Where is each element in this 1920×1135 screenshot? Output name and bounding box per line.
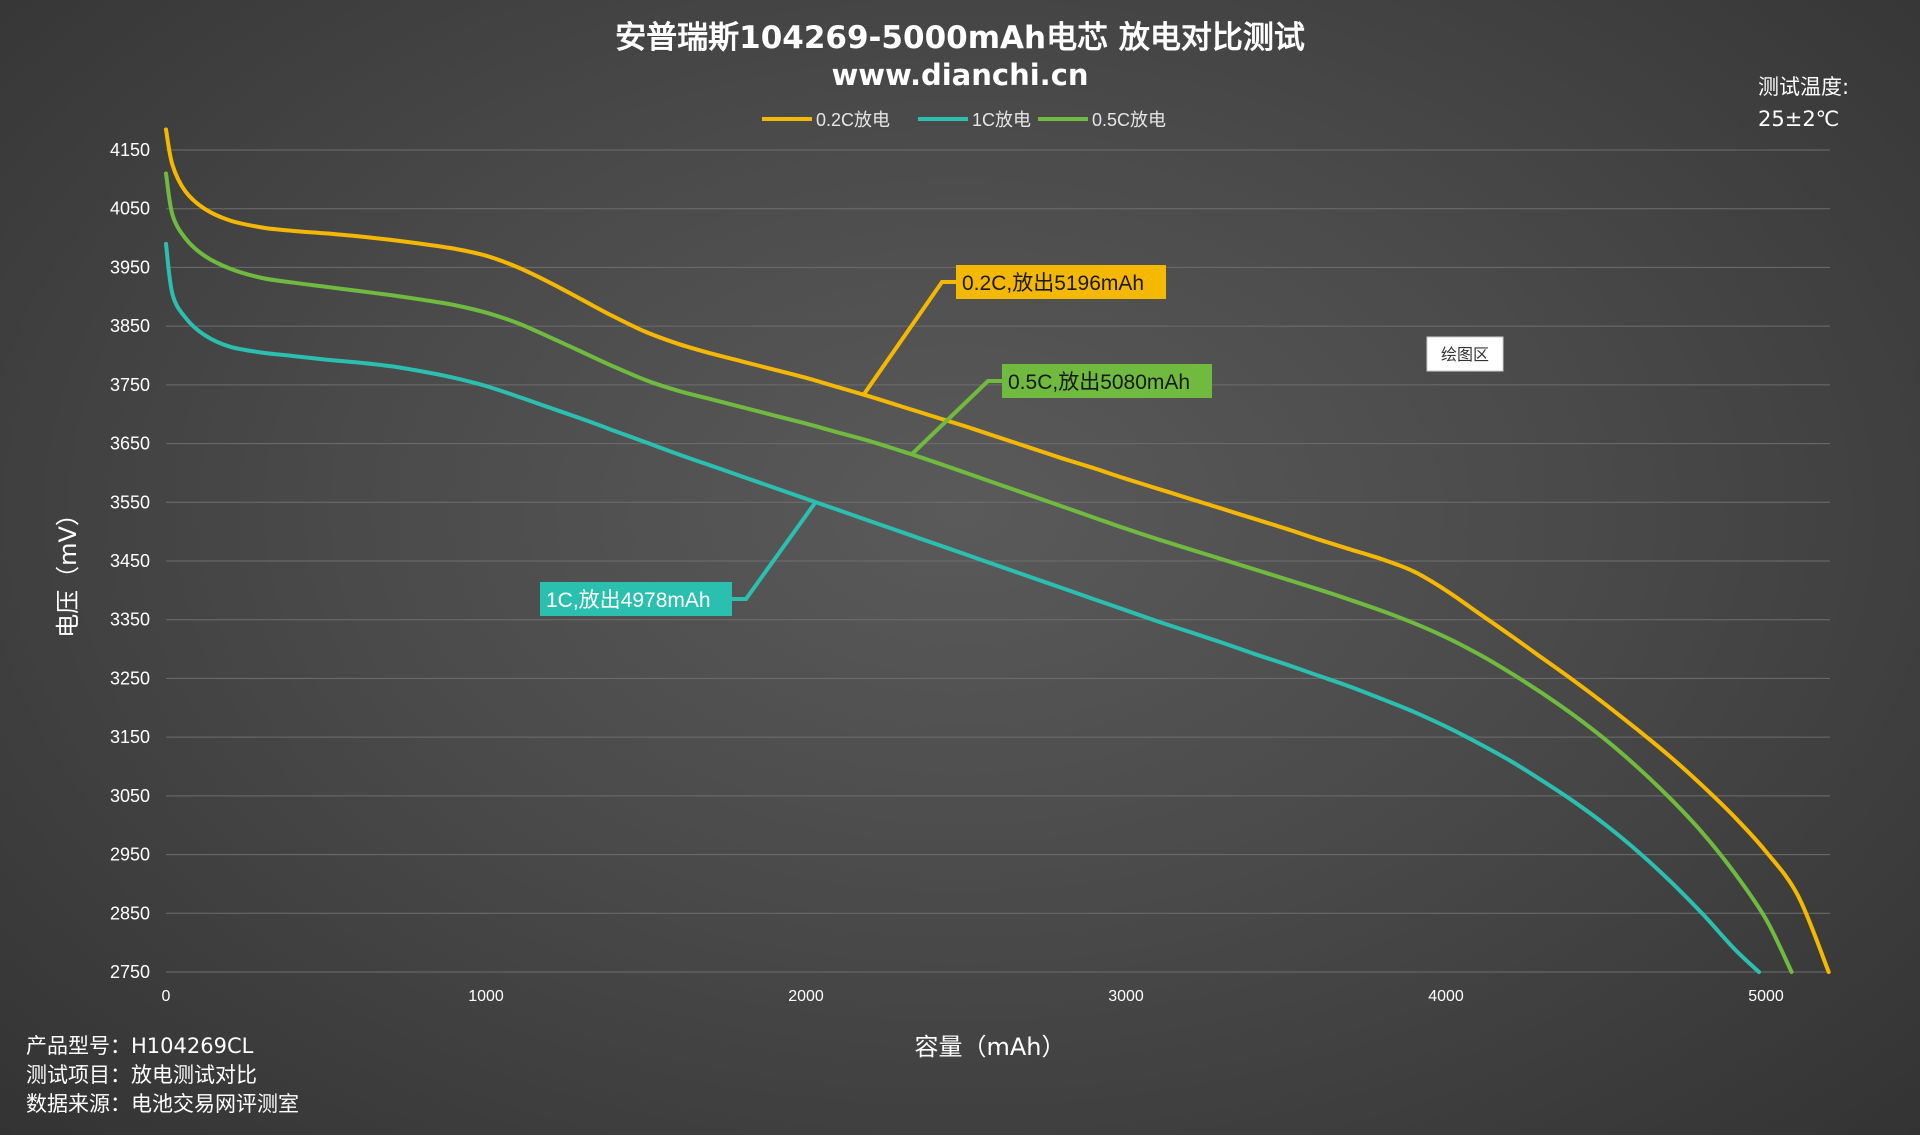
y-tick-3750: 3750 bbox=[110, 375, 150, 395]
y-tick-3450: 3450 bbox=[110, 551, 150, 571]
callout-leader-0 bbox=[861, 280, 956, 396]
y-tick-3850: 3850 bbox=[110, 316, 150, 336]
x-axis-ticks: 0 1000 2000 3000 4000 5000 bbox=[162, 988, 1784, 1005]
series-lines bbox=[164, 127, 1831, 974]
plot-area-tag-text: 绘图区 bbox=[1441, 345, 1489, 364]
callout-1: 0.5C,放出5080mAh bbox=[910, 364, 1212, 456]
y-tick-2850: 2850 bbox=[110, 903, 150, 923]
plot-area-tag-box bbox=[1426, 336, 1504, 372]
info-product: 产品型号：H104269CL bbox=[26, 1034, 254, 1058]
callouts: 0.2C,放出5196mAh 0.5C,放出5080mAh 1C,放出4978mAh bbox=[540, 265, 1212, 616]
callout-label-2: 1C,放出4978mAh bbox=[546, 589, 711, 612]
y-tick-3250: 3250 bbox=[110, 668, 150, 688]
callout-0: 0.2C,放出5196mAh bbox=[861, 265, 1166, 396]
y-tick-2750: 2750 bbox=[110, 962, 150, 982]
legend: 0.2C放电 1C放电 0.5C放电 bbox=[762, 110, 1166, 130]
x-tick-5000: 5000 bbox=[1748, 988, 1784, 1005]
legend-label-1: 1C放电 bbox=[972, 110, 1031, 130]
x-axis-label: 容量（mAh） bbox=[914, 1033, 1065, 1061]
legend-label-2: 0.5C放电 bbox=[1092, 110, 1166, 130]
y-tick-3650: 3650 bbox=[110, 434, 150, 454]
gridlines bbox=[166, 149, 1830, 973]
y-tick-3550: 3550 bbox=[110, 492, 150, 512]
x-tick-3000: 3000 bbox=[1108, 988, 1144, 1005]
callout-2: 1C,放出4978mAh bbox=[540, 500, 818, 616]
callout-box-2 bbox=[540, 582, 732, 616]
callout-leader-2 bbox=[732, 500, 818, 601]
y-tick-3150: 3150 bbox=[110, 727, 150, 747]
y-tick-3950: 3950 bbox=[110, 257, 150, 277]
legend-label-0: 0.2C放电 bbox=[816, 110, 890, 130]
y-axis-ticks: 4150 4050 3950 3850 3750 3650 3550 3450 3350 3250… bbox=[110, 140, 150, 982]
series-line-1 bbox=[164, 241, 1761, 974]
callout-label-1: 0.5C,放出5080mAh bbox=[1008, 371, 1190, 394]
series-line-0 bbox=[164, 127, 1831, 974]
callout-leader-1 bbox=[910, 379, 1002, 456]
y-tick-3050: 3050 bbox=[110, 786, 150, 806]
plot-area-tag: 绘图区 bbox=[1426, 336, 1504, 372]
y-tick-3350: 3350 bbox=[110, 610, 150, 630]
series-line-2 bbox=[164, 171, 1794, 974]
callout-label-0: 0.2C,放出5196mAh bbox=[962, 272, 1144, 295]
chart-subtitle: www.dianchi.cn bbox=[831, 58, 1088, 92]
info-source: 数据来源：电池交易网评测室 bbox=[26, 1092, 299, 1116]
info-item: 测试项目：放电测试对比 bbox=[26, 1063, 257, 1087]
temperature-label: 测试温度: bbox=[1758, 75, 1849, 99]
y-axis-label: 电压（mV） bbox=[54, 502, 82, 638]
x-tick-0: 0 bbox=[162, 988, 171, 1005]
y-tick-4050: 4050 bbox=[110, 199, 150, 219]
callout-box-1 bbox=[1002, 364, 1212, 398]
y-tick-2950: 2950 bbox=[110, 845, 150, 865]
x-tick-1000: 1000 bbox=[468, 988, 504, 1005]
y-tick-4150: 4150 bbox=[110, 140, 150, 160]
chart-title: 安普瑞斯104269-5000mAh电芯 放电对比测试 bbox=[615, 20, 1305, 56]
temperature-value: 25±2℃ bbox=[1758, 107, 1839, 131]
callout-box-0 bbox=[956, 265, 1166, 299]
x-tick-2000: 2000 bbox=[788, 988, 824, 1005]
x-tick-4000: 4000 bbox=[1428, 988, 1464, 1005]
